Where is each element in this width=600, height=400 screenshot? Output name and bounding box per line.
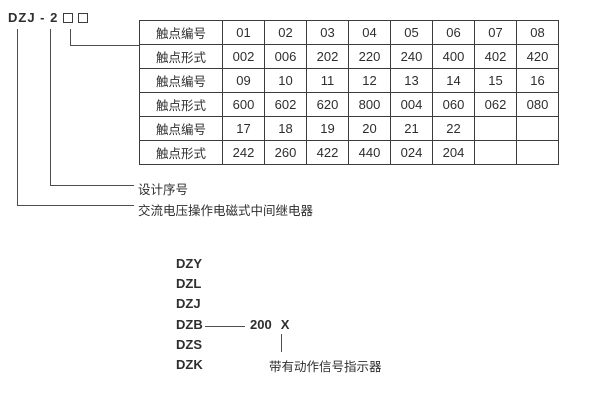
contact-cell: 18 [264, 116, 307, 141]
dzb-suffix: X [280, 317, 290, 332]
model-prefix-item: DZS [176, 336, 202, 352]
contact-cell: 402 [474, 44, 517, 69]
contact-cell: 004 [390, 92, 433, 117]
contact-cell [516, 140, 559, 165]
dzb-value: 200 [250, 317, 272, 332]
contact-cell: 800 [348, 92, 391, 117]
contact-cell: 080 [516, 92, 559, 117]
contact-cell: 220 [348, 44, 391, 69]
row-header-cell: 触点编号 [139, 116, 223, 141]
model-placeholder-box [63, 12, 74, 23]
row-header-cell: 触点编号 [139, 20, 223, 45]
contact-cell: 21 [390, 116, 433, 141]
table-row: 触点编号 09 10 11 12 13 14 15 16 [139, 68, 559, 93]
model-prefix-item: DZL [176, 276, 202, 292]
contact-cell: 09 [222, 68, 265, 93]
table-row: 触点形式 242 260 422 440 024 204 [139, 140, 559, 165]
contact-cell: 440 [348, 140, 391, 165]
dzb-reference: 200 X [250, 317, 289, 332]
relay-description-label: 交流电压操作电磁式中间继电器 [138, 204, 314, 218]
model-prefix-item: DZJ [176, 296, 201, 312]
indicator-note-label: 带有动作信号指示器 [269, 360, 382, 374]
contact-cell: 06 [432, 20, 475, 45]
contact-cell: 01 [222, 20, 265, 45]
model-placeholder-box [78, 12, 89, 23]
contact-cell: 07 [474, 20, 517, 45]
connector-line-relay-horizontal [17, 205, 134, 206]
contact-cell: 17 [222, 116, 265, 141]
connector-line-dzb-horizontal [205, 326, 245, 327]
model-code-text: DZJ - 2 [8, 10, 59, 25]
contact-cell: 060 [432, 92, 475, 117]
contact-cell: 11 [306, 68, 349, 93]
model-prefix-item: DZB [176, 316, 203, 332]
connector-line-contact-vertical [70, 29, 71, 46]
contact-cell: 03 [306, 20, 349, 45]
model-prefix-list: DZY DZL DZJ DZB DZS DZK [176, 256, 203, 377]
model-prefix-item: DZK [176, 356, 203, 372]
contact-cell: 204 [432, 140, 475, 165]
contact-cell [474, 140, 517, 165]
contact-cell: 20 [348, 116, 391, 141]
connector-line-relay-vertical [17, 29, 18, 205]
connector-line-indicator-vertical [281, 334, 282, 352]
table-row: 触点编号 01 02 03 04 05 06 07 08 [139, 20, 559, 45]
row-header-cell: 触点形式 [139, 44, 223, 69]
contact-cell: 400 [432, 44, 475, 69]
contact-cell: 13 [390, 68, 433, 93]
contact-cell: 04 [348, 20, 391, 45]
contact-cell: 062 [474, 92, 517, 117]
contact-cell: 024 [390, 140, 433, 165]
contact-cell: 19 [306, 116, 349, 141]
contact-table-body: 触点编号 01 02 03 04 05 06 07 08 触点形式 002 006 202 220 240 4… [139, 20, 559, 165]
contact-cell: 242 [222, 140, 265, 165]
contact-cell: 620 [306, 92, 349, 117]
contact-cell: 240 [390, 44, 433, 69]
contact-cell: 16 [516, 68, 559, 93]
contact-cell: 002 [222, 44, 265, 69]
table-row: 触点编号 17 18 19 20 21 22 [139, 116, 559, 141]
row-header-cell: 触点形式 [139, 140, 223, 165]
contact-cell: 22 [432, 116, 475, 141]
contact-cell: 12 [348, 68, 391, 93]
contact-cell: 260 [264, 140, 307, 165]
table-row: 触点形式 002 006 202 220 240 400 402 420 [139, 44, 559, 69]
table-row: 触点形式 600 602 620 800 004 060 062 080 [139, 92, 559, 117]
contact-cell [516, 116, 559, 141]
connector-line-serial-vertical [50, 29, 51, 185]
row-header-cell: 触点编号 [139, 68, 223, 93]
contact-cell: 420 [516, 44, 559, 69]
contact-cell [474, 116, 517, 141]
contact-cell: 602 [264, 92, 307, 117]
connector-line-serial-horizontal [50, 185, 134, 186]
design-serial-label: 设计序号 [138, 183, 189, 197]
contact-cell: 02 [264, 20, 307, 45]
contact-cell: 006 [264, 44, 307, 69]
row-header-cell: 触点形式 [139, 92, 223, 117]
contact-table: 触点编号 01 02 03 04 05 06 07 08 触点形式 002 006 202 220 240 4… [139, 20, 559, 165]
contact-cell: 10 [264, 68, 307, 93]
model-code: DZJ - 2 [8, 10, 89, 25]
contact-cell: 14 [432, 68, 475, 93]
contact-cell: 600 [222, 92, 265, 117]
contact-cell: 08 [516, 20, 559, 45]
contact-cell: 202 [306, 44, 349, 69]
model-prefix-item: DZY [176, 256, 202, 271]
connector-line-contact-horizontal [70, 45, 139, 46]
contact-cell: 05 [390, 20, 433, 45]
contact-cell: 422 [306, 140, 349, 165]
contact-cell: 15 [474, 68, 517, 93]
